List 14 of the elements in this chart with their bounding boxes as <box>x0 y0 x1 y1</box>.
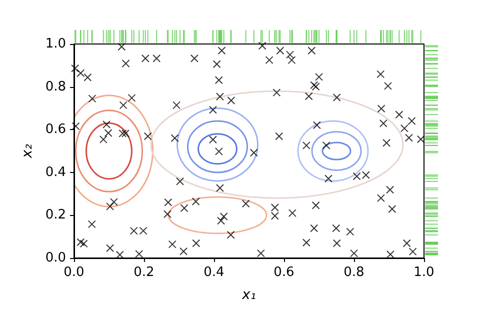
x-tick-label: 0.0 <box>64 265 84 280</box>
y-tick-label: 0.0 <box>45 250 66 266</box>
y-axis-title: x₂ <box>19 144 36 159</box>
x-tick-label: 0.2 <box>134 265 154 280</box>
y-tick-label: 0.6 <box>45 122 66 138</box>
x-tick-label: 0.8 <box>344 265 364 280</box>
y-tick-label: 0.8 <box>45 79 66 94</box>
y-tick-label: 1.0 <box>45 36 66 52</box>
x-axis-title: x₁ <box>241 287 256 303</box>
y-tick-label: 0.2 <box>45 208 66 223</box>
x-tick-label: 0.6 <box>274 265 294 280</box>
x-tick-label: 0.4 <box>204 265 224 280</box>
x-tick-label: 1.0 <box>414 265 434 280</box>
y-tick-label: 0.4 <box>45 164 66 180</box>
